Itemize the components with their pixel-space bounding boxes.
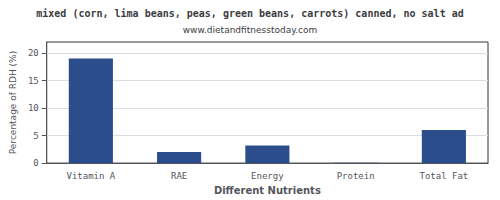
svg-text:0: 0 [33,158,38,168]
svg-text:Protein: Protein [337,171,375,181]
svg-text:Energy: Energy [251,171,284,181]
svg-text:5: 5 [33,131,38,141]
svg-text:Percentage of RDH (%): Percentage of RDH (%) [8,51,18,154]
svg-text:Vitamin A: Vitamin A [66,171,115,181]
svg-text:Different Nutrients: Different Nutrients [214,185,321,196]
svg-text:www.dietandfitnesstoday.com: www.dietandfitnesstoday.com [183,25,318,35]
svg-text:RAE: RAE [171,171,187,181]
svg-text:15: 15 [28,76,39,86]
svg-text:10: 10 [28,103,39,113]
svg-text:mixed (corn, lima beans, peas,: mixed (corn, lima beans, peas, green bea… [36,8,463,19]
svg-text:20: 20 [28,48,39,58]
svg-text:Total Fat: Total Fat [419,171,468,181]
